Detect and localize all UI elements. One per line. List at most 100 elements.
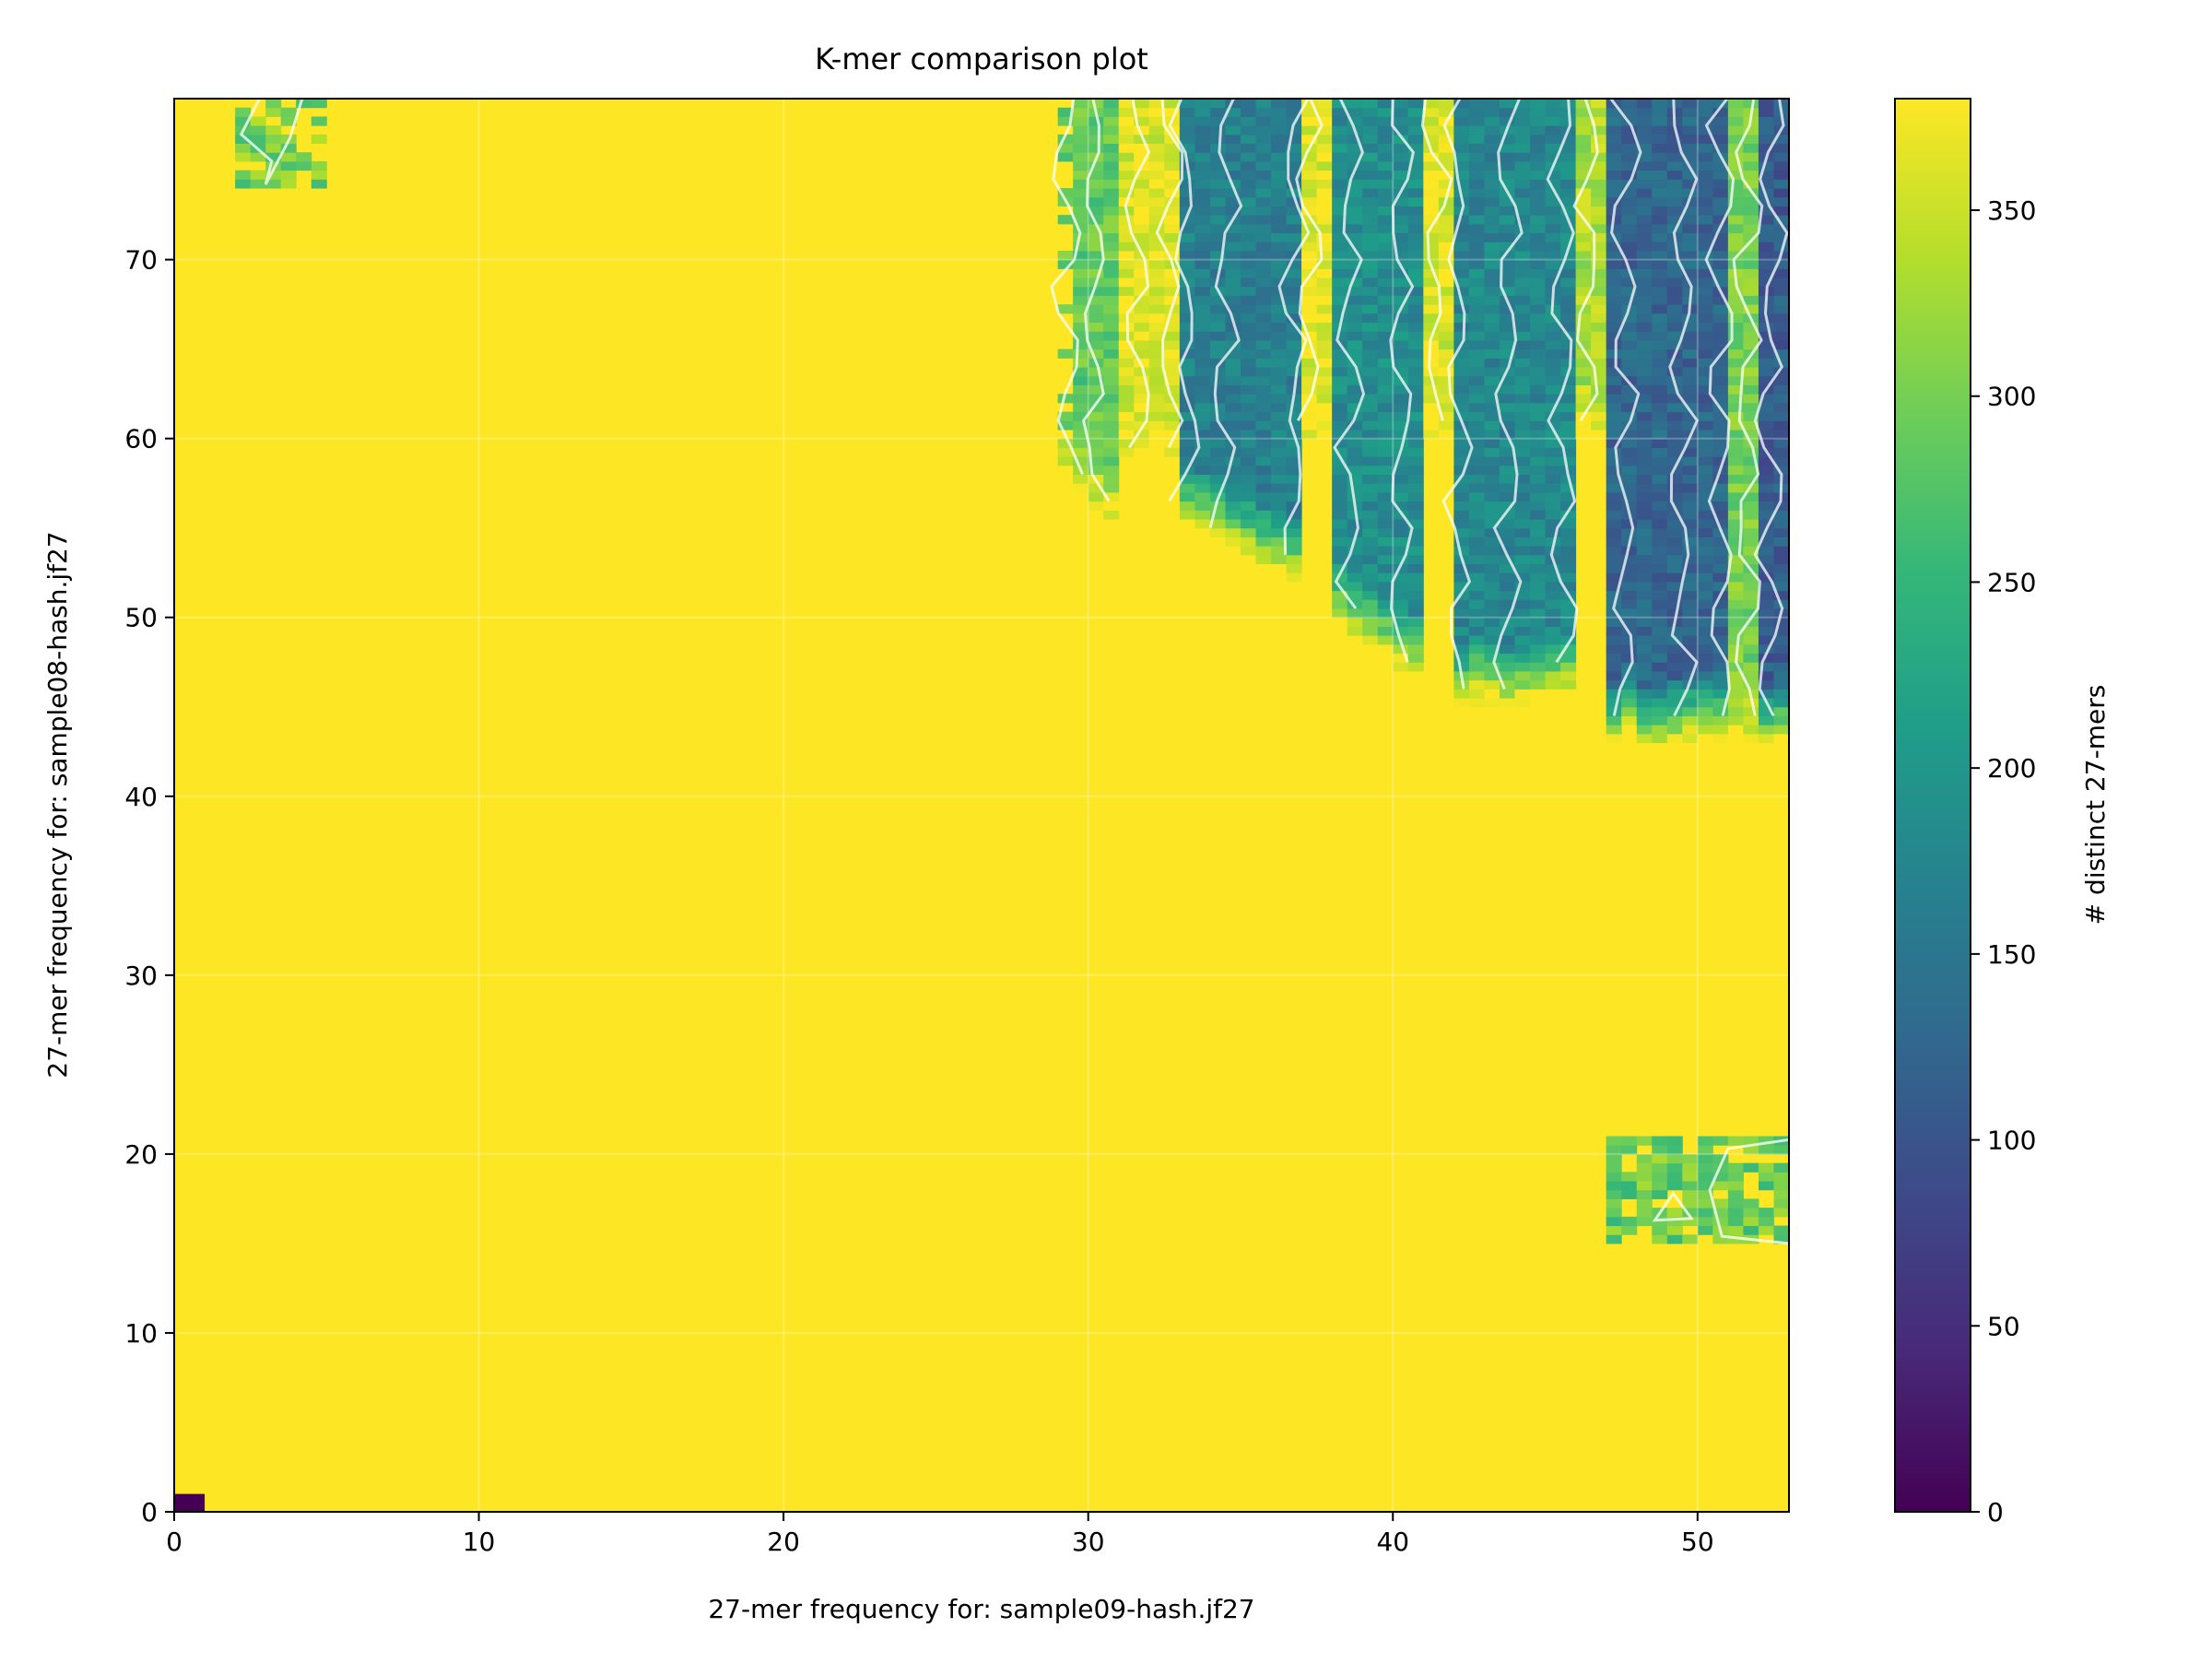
heatmap-cell (1652, 179, 1668, 189)
heatmap-cell (1697, 590, 1713, 600)
heatmap-cell (1666, 608, 1683, 619)
heatmap-cell (1758, 160, 1774, 171)
heatmap-cell (1271, 438, 1288, 448)
heatmap-cell (1453, 653, 1470, 663)
heatmap-cell (1682, 339, 1699, 350)
heatmap-cell (1606, 420, 1622, 430)
heatmap-cell (1560, 653, 1577, 663)
heatmap-cell (1347, 546, 1363, 556)
heatmap-cell (1088, 232, 1104, 242)
heatmap-cell (1209, 179, 1226, 189)
heatmap-cell (1484, 670, 1500, 681)
heatmap-cell (1514, 456, 1531, 466)
heatmap-cell (1606, 581, 1622, 592)
heatmap-cell (1514, 152, 1531, 162)
heatmap-cell (1773, 232, 1789, 242)
heatmap-cell (1225, 223, 1241, 234)
heatmap-cell (1636, 99, 1653, 109)
heatmap-cell (1575, 339, 1592, 350)
heatmap-cell (1697, 1136, 1713, 1146)
heatmap-cell (1073, 402, 1089, 413)
heatmap-cell (1530, 447, 1547, 457)
heatmap-cell (1225, 107, 1241, 117)
heatmap-cell (1423, 170, 1440, 180)
heatmap-cell (1652, 725, 1668, 735)
heatmap-cell (1773, 116, 1789, 126)
heatmap-cell (1545, 501, 1561, 511)
heatmap-cell (1468, 339, 1485, 350)
heatmap-cell (1393, 608, 1409, 619)
heatmap-cell (1362, 394, 1379, 404)
heatmap-cell (1118, 367, 1135, 377)
heatmap-cell (1118, 394, 1135, 404)
heatmap-cell (1347, 286, 1363, 296)
heatmap-cell (1271, 295, 1288, 305)
heatmap-cell (1697, 125, 1713, 136)
heatmap-cell (1514, 643, 1531, 655)
heatmap-cell (1088, 322, 1104, 332)
heatmap-cell (1073, 125, 1089, 136)
heatmap-cell (1758, 643, 1774, 655)
heatmap-cell (1271, 242, 1288, 252)
heatmap-cell (1575, 232, 1592, 242)
heatmap-cell (1438, 322, 1454, 332)
heatmap-cell (1727, 394, 1744, 404)
heatmap-cell (1697, 375, 1713, 385)
heatmap-cell (1727, 465, 1744, 476)
heatmap-cell (1545, 679, 1561, 690)
heatmap-cell (1468, 348, 1485, 359)
heatmap-cell (1727, 519, 1744, 529)
heatmap-cell (1332, 179, 1348, 189)
heatmap-cell (1255, 429, 1272, 440)
heatmap-cell (1606, 384, 1622, 395)
heatmap-cell (1621, 698, 1638, 708)
heatmap-cell (1073, 384, 1089, 395)
heatmap-cell (1377, 572, 1394, 583)
heatmap-cell (1164, 160, 1181, 171)
heatmap-cell (1194, 519, 1211, 529)
heatmap-cell (1591, 375, 1607, 385)
heatmap-cell (1347, 250, 1363, 261)
heatmap-cell (250, 179, 266, 189)
heatmap-cell (1468, 653, 1485, 663)
heatmap-cell (1407, 206, 1424, 216)
heatmap-cell (1332, 375, 1348, 385)
heatmap-cell (1743, 358, 1759, 368)
heatmap-cell (1332, 134, 1348, 145)
heatmap-cell (1453, 689, 1470, 699)
heatmap-cell (1530, 367, 1547, 377)
heatmap-cell (1743, 429, 1759, 440)
heatmap-cell (1423, 125, 1440, 136)
heatmap-cell (1362, 331, 1379, 341)
colorbar-tick-label: 200 (1987, 753, 2036, 784)
heatmap-cell (1484, 653, 1500, 663)
heatmap-cell (1514, 384, 1531, 395)
heatmap-cell (1636, 1162, 1653, 1173)
heatmap-cell (1179, 99, 1195, 109)
heatmap-cell (1286, 196, 1302, 206)
heatmap-cell (1712, 491, 1729, 502)
heatmap-cell (1514, 465, 1531, 476)
heatmap-cell (1773, 698, 1789, 708)
heatmap-cell (1652, 1181, 1668, 1191)
heatmap-cell (1362, 617, 1379, 627)
heatmap-cell (1666, 1181, 1683, 1191)
heatmap-cell (1530, 322, 1547, 332)
heatmap-cell (1148, 367, 1165, 377)
heatmap-cell (1484, 420, 1500, 430)
heatmap-cell (1697, 358, 1713, 368)
heatmap-cell (1484, 143, 1500, 153)
heatmap-cell (1727, 662, 1744, 672)
heatmap-cell (1362, 635, 1379, 645)
heatmap-cell (1621, 617, 1638, 627)
heatmap-cell (1118, 242, 1135, 252)
heatmap-cell (1468, 367, 1485, 377)
heatmap-cell (1773, 420, 1789, 430)
heatmap-cell (1407, 519, 1424, 529)
heatmap-cell (1073, 429, 1089, 440)
heatmap-cell (1103, 223, 1120, 234)
heatmap-cell (1225, 268, 1241, 278)
heatmap-cell (1621, 429, 1638, 440)
heatmap-cell (250, 152, 266, 162)
heatmap-cell (1727, 1172, 1744, 1182)
